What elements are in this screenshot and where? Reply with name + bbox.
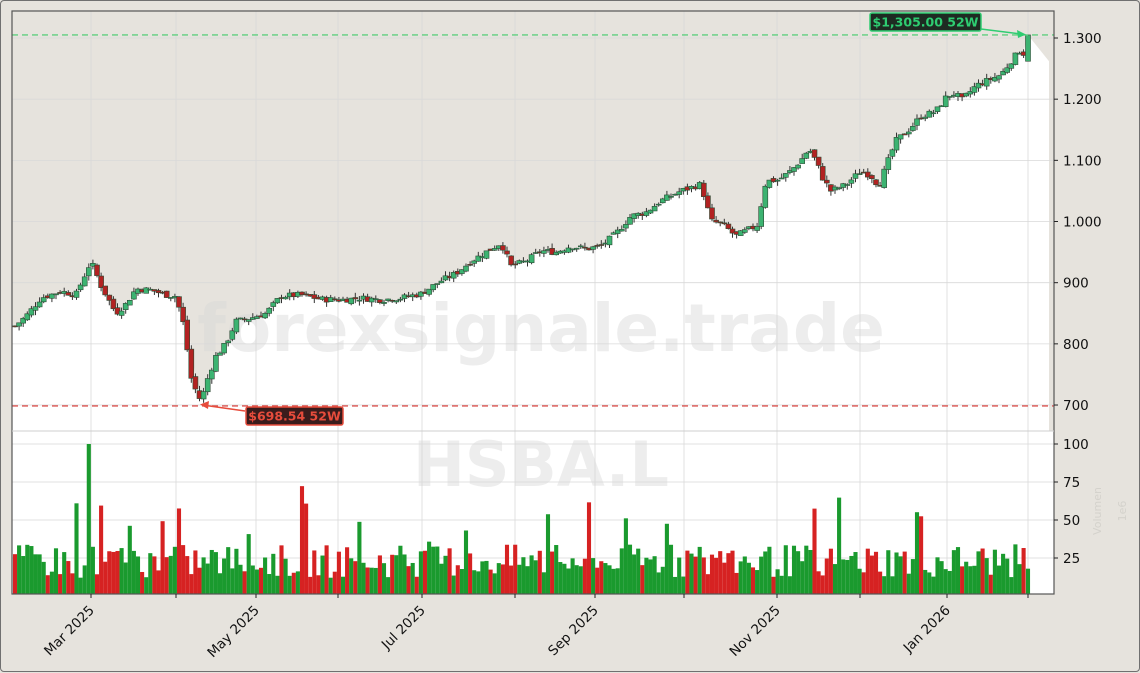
52w-annotations: $1,305.00 52W $698.54 52W xyxy=(200,12,1026,426)
svg-text:May 2025: May 2025 xyxy=(204,603,262,661)
52w-reference-lines xyxy=(12,34,1054,407)
svg-text:50: 50 xyxy=(1063,513,1080,529)
volume-bars xyxy=(12,444,1031,594)
volume-multiplier-label: 1e6 xyxy=(1116,501,1129,522)
watermark-ticker: HSBA.L xyxy=(413,428,669,501)
svg-text:Jul 2025: Jul 2025 xyxy=(378,603,429,654)
svg-text:Jan 2026: Jan 2026 xyxy=(900,603,954,657)
svg-text:1.200: 1.200 xyxy=(1063,92,1102,108)
volume-axis-label: Volumen xyxy=(1091,487,1104,535)
date-axis: Mar 2025 May 2025 Jul 2025 Sep 2025 Nov 2025… xyxy=(41,594,1029,661)
svg-text:1.100: 1.100 xyxy=(1063,153,1102,169)
svg-text:Nov 2025: Nov 2025 xyxy=(727,603,784,660)
price-area-fill xyxy=(12,34,1049,432)
svg-text:Mar 2025: Mar 2025 xyxy=(41,603,98,660)
volume-axis: 25 50 75 100 xyxy=(1054,437,1089,567)
price-axis: 700 800 900 1.000 1.100 1.200 1.300 xyxy=(1054,31,1102,414)
svg-text:700: 700 xyxy=(1063,398,1089,414)
svg-text:1.300: 1.300 xyxy=(1063,31,1102,47)
svg-text:900: 900 xyxy=(1063,276,1089,292)
svg-text:Sep 2025: Sep 2025 xyxy=(545,603,602,660)
svg-text:100: 100 xyxy=(1063,437,1089,453)
svg-text:$1,305.00 52W: $1,305.00 52W xyxy=(873,15,979,30)
plot-frame xyxy=(11,10,1055,595)
svg-text:25: 25 xyxy=(1063,551,1080,567)
svg-text:1.000: 1.000 xyxy=(1063,215,1102,231)
svg-text:$698.54 52W: $698.54 52W xyxy=(248,409,341,424)
candles xyxy=(12,34,1031,403)
watermark-site: forexsignale.trade xyxy=(197,290,885,367)
svg-text:800: 800 xyxy=(1063,337,1089,353)
svg-text:75: 75 xyxy=(1063,475,1080,491)
